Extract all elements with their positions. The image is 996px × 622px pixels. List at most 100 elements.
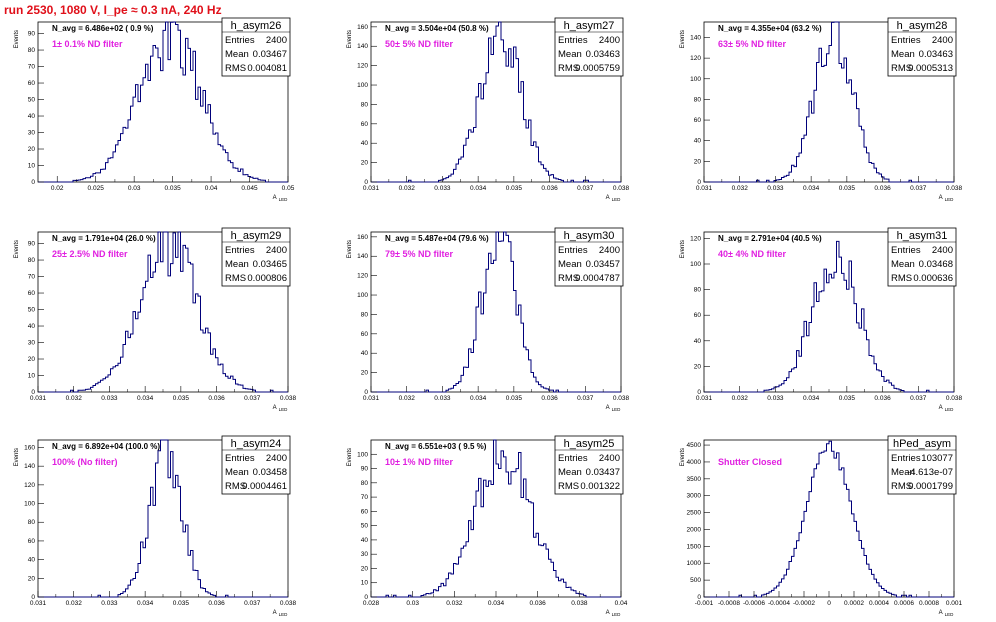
stat-key: RMS (558, 273, 579, 284)
x-tick-label: 0.05 (282, 185, 295, 192)
y-tick-label: 1000 (687, 560, 702, 567)
stat-value: 0.000636 (913, 273, 953, 284)
x-tick-label: 0.035 (839, 395, 856, 402)
stat-key: Entries (891, 245, 921, 256)
y-tick-label: 100 (690, 76, 701, 83)
navg-label: N_avg = 6.486e+02 ( 0.9 %) (52, 24, 154, 33)
y-tick-label: 100 (357, 292, 368, 299)
histogram-line (704, 21, 954, 183)
navg-label: N_avg = 6.892e+04 (100.0 %) (52, 442, 160, 451)
x-tick-label: -0.0006 (743, 600, 765, 607)
y-tick-label: 80 (28, 257, 36, 264)
histogram-name: hPed_asym (893, 438, 951, 450)
histogram-h_asym28: 0.031 0.032 0.033 0.034 0.035 0.036 0.037 0.038… (680, 17, 963, 202)
stats-box (887, 227, 957, 287)
histogram-h_asym26: 0.02 0.025 0.03 0.035 0.04 0.045 0.05 0 10 20 30 40… (14, 17, 295, 202)
y-axis-label: Events (680, 240, 686, 258)
y-tick-label: 100 (690, 261, 701, 268)
y-axis-label: Events (347, 30, 353, 48)
x-tick-label: 0.035 (839, 185, 856, 192)
x-tick-label: 0.033 (767, 395, 784, 402)
x-tick-label: 0.036 (541, 395, 558, 402)
histogram-name: h_asym27 (564, 20, 615, 32)
stats-box (221, 227, 291, 287)
stat-key: Entries (225, 453, 255, 464)
navg-label: N_avg = 2.791e+04 (40.5 %) (718, 234, 822, 243)
y-tick-label: 4500 (687, 442, 702, 449)
y-tick-label: 70 (28, 64, 36, 71)
histogram-line (371, 231, 621, 393)
x-tick-label: -0.0008 (718, 600, 740, 607)
x-tick-label: 0.03 (128, 185, 141, 192)
x-tick-label: 0.037 (244, 395, 261, 402)
y-tick-label: 0 (697, 594, 701, 601)
stat-value: 0.03457 (586, 259, 620, 270)
histogram-line (371, 21, 621, 183)
x-tick-label: 0.025 (88, 185, 105, 192)
y-axis-label: Events (14, 448, 20, 466)
x-tick-label: 0.031 (696, 395, 713, 402)
filter-label: 1± 0.1% ND filter (52, 39, 123, 49)
x-tick-label: 0.033 (434, 185, 451, 192)
y-axis-label: Events (680, 448, 686, 466)
y-tick-label: 20 (694, 158, 702, 165)
x-tick-label: 0.035 (506, 395, 523, 402)
y-tick-label: 0 (364, 594, 368, 601)
y-tick-label: 20 (361, 370, 369, 377)
x-tick-label: 0.037 (577, 185, 594, 192)
stats-box (554, 17, 624, 77)
y-tick-label: 30 (28, 130, 36, 137)
x-tick-label: 0.035 (173, 395, 190, 402)
y-tick-label: 140 (357, 253, 368, 260)
stat-key: Mean (225, 49, 249, 60)
histogram-h_asym24: 0.031 0.032 0.033 0.034 0.035 0.036 0.037 0.038… (14, 435, 297, 617)
stat-key: Mean (891, 49, 915, 60)
histogram-line (371, 439, 621, 598)
y-tick-label: 40 (28, 323, 36, 330)
filter-label: 50± 5% ND filter (385, 39, 453, 49)
x-tick-label: -0.0002 (793, 600, 815, 607)
x-axis-label: A LED (606, 405, 622, 412)
y-tick-label: 140 (24, 463, 35, 470)
y-tick-label: 20 (361, 565, 369, 572)
stat-key: RMS (225, 273, 246, 284)
filter-label: Shutter Closed (718, 457, 782, 467)
stat-value: 0.000806 (247, 273, 287, 284)
stat-value: 0.0005313 (908, 63, 953, 74)
histogram-name: h_asym24 (231, 438, 282, 450)
stat-key: RMS (558, 63, 579, 74)
y-tick-label: 80 (361, 101, 369, 108)
x-tick-label: 0.038 (571, 600, 588, 607)
y-tick-label: 40 (361, 350, 369, 357)
x-tick-label: 0.0008 (919, 600, 939, 607)
x-tick-label: 0.038 (946, 395, 963, 402)
x-tick-label: 0.035 (164, 185, 181, 192)
stats-box (221, 17, 291, 77)
stat-value: 103077 (921, 453, 953, 464)
stats-box (221, 435, 291, 495)
y-tick-label: 140 (690, 34, 701, 41)
histogram-name: h_asym25 (564, 438, 615, 450)
y-tick-label: 80 (361, 311, 369, 318)
stat-key: RMS (558, 481, 579, 492)
y-tick-label: 100 (24, 501, 35, 508)
filter-label: 40± 4% ND filter (718, 249, 786, 259)
x-tick-label: 0.038 (280, 395, 297, 402)
x-tick-label: 0.037 (577, 395, 594, 402)
x-tick-label: 0.038 (946, 185, 963, 192)
x-tick-label: 0.036 (208, 395, 225, 402)
stat-value: 0.0005759 (575, 63, 620, 74)
y-tick-label: 100 (357, 451, 368, 458)
y-axis-label: Events (347, 448, 353, 466)
x-tick-label: 0.0006 (894, 600, 914, 607)
y-tick-label: 160 (357, 24, 368, 31)
stat-value: 2400 (266, 35, 287, 46)
stat-key: RMS (891, 273, 912, 284)
y-tick-label: 40 (361, 537, 369, 544)
histogram-name: h_asym29 (231, 230, 282, 242)
histogram-line (38, 21, 288, 183)
histogram-name: h_asym26 (231, 20, 282, 32)
histogram-h_asym25: 0.028 0.03 0.032 0.034 0.036 0.038 0.04 0 10 20 30… (347, 435, 628, 617)
histogram-h_asym31: 0.031 0.032 0.033 0.034 0.035 0.036 0.037 0.038… (680, 227, 963, 412)
y-tick-label: 4000 (687, 459, 702, 466)
